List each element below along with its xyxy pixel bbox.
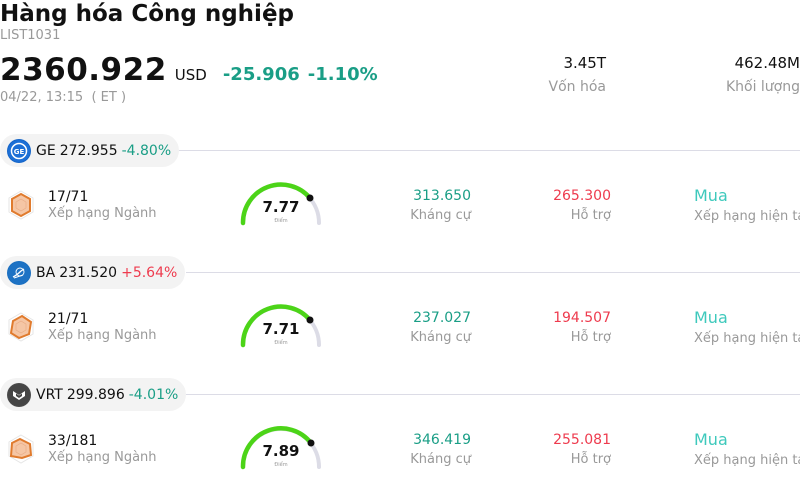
support-label: Hỗ trợ <box>570 208 611 223</box>
rating-label: Xếp hạng hiện tại <box>694 453 800 468</box>
rating-label: Xếp hạng hiện tại <box>694 331 800 346</box>
vertiv-logo-icon <box>7 382 31 407</box>
current-rating: Mua Xếp hạng hiện tại <box>694 308 800 348</box>
ge-logo-icon: GE <box>7 138 31 163</box>
stock-price: 299.896 <box>66 386 125 403</box>
price-change: -25.906 <box>222 64 300 85</box>
current-rating: Mua Xếp hạng hiện tại <box>694 186 800 226</box>
support: 255.081 Hỗ trợ <box>491 431 611 469</box>
rating-value: Mua <box>694 430 728 449</box>
resistance-value: 346.419 <box>413 432 471 448</box>
score-value: 7.71 <box>262 320 300 338</box>
volume-label: Khối lượng <box>725 79 800 95</box>
stock-change-pct: -4.01% <box>128 386 179 403</box>
industry-rank-value: 33/181 <box>48 433 98 449</box>
score-value: 7.89 <box>262 442 300 460</box>
stock-section-ge: GE GE 272.955 -4.80% 17/71 Xếp hạng Ngàn… <box>0 134 800 256</box>
resistance-value: 313.650 <box>413 188 471 204</box>
stock-price: 231.520 <box>59 264 118 281</box>
support-value: 194.507 <box>553 310 611 326</box>
resistance: 237.027 Kháng cự <box>351 309 471 347</box>
support: 194.507 Hỗ trợ <box>491 309 611 347</box>
resistance-value: 237.027 <box>413 310 471 326</box>
index-price: 2360.922 <box>0 52 167 88</box>
stock-pill-vrt[interactable]: VRT 299.896 -4.01% <box>0 378 187 411</box>
divider <box>170 150 800 151</box>
currency: USD <box>174 66 207 84</box>
score-gauge <box>240 426 321 470</box>
stock-section-ba: BA 231.520 +5.64% 21/71 Xếp hạng Ngành 7… <box>0 256 800 378</box>
stock-pill-ge[interactable]: GE GE 272.955 -4.80% <box>0 134 180 167</box>
ticker: VRT <box>36 386 63 403</box>
industry-rank-label: Xếp hạng Ngành <box>48 450 157 465</box>
page-title: Hàng hóa Công nghiệp <box>0 1 295 27</box>
rating-value: Mua <box>694 186 728 205</box>
divider <box>186 272 800 273</box>
industry-rank-icon <box>8 434 34 464</box>
industry-rank-icon <box>8 190 34 220</box>
stock-change-pct: +5.64% <box>121 264 178 281</box>
score-value: 7.77 <box>262 198 300 216</box>
score-gauge <box>240 182 321 226</box>
resistance-label: Kháng cự <box>410 330 471 345</box>
current-rating: Mua Xếp hạng hiện tại <box>694 430 800 470</box>
market-cap-label: Vốn hóa <box>548 79 606 95</box>
industry-rank-label: Xếp hạng Ngành <box>48 206 157 221</box>
industry-rank-value: 21/71 <box>48 311 89 327</box>
score-label: Điểm <box>274 340 288 346</box>
volume-stat: 462.48M Khối lượng <box>726 53 800 97</box>
support-value: 265.300 <box>553 188 611 204</box>
market-cap-value: 3.45T <box>563 54 606 72</box>
score-label: Điểm <box>274 218 288 224</box>
volume-value: 462.48M <box>734 54 800 72</box>
resistance: 313.650 Kháng cự <box>351 187 471 225</box>
resistance: 346.419 Kháng cự <box>351 431 471 469</box>
price-row: 2360.922 USD -25.906 -1.10% <box>0 52 378 88</box>
score-gauge <box>240 304 321 348</box>
support-label: Hỗ trợ <box>570 452 611 467</box>
timestamp: 04/22, 13:15 ( ET ) <box>0 90 127 105</box>
stock-section-vrt: VRT 299.896 -4.01% 33/181 Xếp hạng Ngành… <box>0 378 800 488</box>
stock-pill-ba[interactable]: BA 231.520 +5.64% <box>0 256 186 289</box>
industry-rank-label: Xếp hạng Ngành <box>48 328 157 343</box>
industry-rank-icon <box>8 312 34 342</box>
boeing-logo-icon <box>7 260 31 285</box>
rating-value: Mua <box>694 308 728 327</box>
divider <box>186 394 800 395</box>
stock-change-pct: -4.80% <box>121 142 172 159</box>
rating-label: Xếp hạng hiện tại <box>694 209 800 224</box>
support: 265.300 Hỗ trợ <box>491 187 611 225</box>
resistance-label: Kháng cự <box>410 208 471 223</box>
support-label: Hỗ trợ <box>570 330 611 345</box>
svg-text:GE: GE <box>14 148 25 156</box>
ticker: GE <box>36 142 56 159</box>
market-cap-stat: 3.45T Vốn hóa <box>549 53 606 97</box>
industry-rank-value: 17/71 <box>48 189 89 205</box>
resistance-label: Kháng cự <box>410 452 471 467</box>
price-change-pct: -1.10% <box>307 64 378 85</box>
score-label: Điểm <box>274 462 288 468</box>
list-code: LIST1031 <box>0 28 61 43</box>
stock-price: 272.955 <box>59 142 118 159</box>
support-value: 255.081 <box>553 432 611 448</box>
ticker: BA <box>36 264 56 281</box>
